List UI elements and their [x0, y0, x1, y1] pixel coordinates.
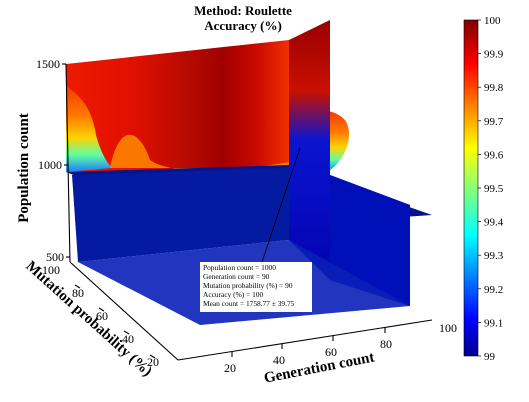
y-tick-mark — [74, 284, 81, 289]
x-tick-label: 20 — [224, 361, 236, 375]
y-tick-label: 40 — [122, 332, 134, 346]
y-tick-label: 80 — [72, 286, 84, 300]
back-slice-heat-left — [66, 86, 112, 172]
z-tick-label: 500 — [46, 250, 64, 264]
x-tick-label: 80 — [380, 337, 392, 351]
y-tick-label: 100 — [42, 263, 60, 277]
colorbar-tick-label: 99.1 — [484, 317, 503, 329]
colorbar-tick-label: 99.8 — [484, 82, 504, 94]
y-tick-label: 60 — [96, 309, 108, 323]
x-tick-label: 100 — [439, 321, 457, 335]
right-slice-front — [330, 175, 410, 306]
slice-planes — [66, 20, 432, 325]
colorbar-gradient — [463, 19, 479, 357]
colorbar-tick-label: 99.5 — [484, 183, 504, 195]
chart-title-line-2: Accuracy (%) — [204, 18, 282, 33]
z-tick-label: 1000 — [38, 158, 62, 172]
colorbar-tick-label: 99.6 — [484, 149, 504, 161]
colorbar: 99 99.1 99.2 99.3 99.4 99.5 99.6 99.7 99.8 99.9 10… — [463, 15, 504, 363]
annotation-line: Population count = 1000 — [203, 263, 276, 272]
highlight-annotation: Population count = 1000 Generation count… — [200, 147, 312, 312]
chart-title-line-1: Method: Roulette — [194, 3, 292, 18]
colorbar-tick-label: 99.7 — [484, 116, 504, 128]
annotation-line: Generation count = 90 — [203, 272, 270, 281]
axes — [62, 63, 433, 361]
annotation-line: Mean count = 1758.77 ± 39.75 — [203, 299, 295, 308]
y-axis-line — [69, 261, 179, 361]
x-tick-label: 60 — [325, 345, 337, 359]
x-axis-line — [177, 319, 433, 361]
y-tick-mark — [123, 330, 130, 335]
z-axis-label: Population count — [16, 113, 32, 223]
colorbar-tick-label: 100 — [484, 15, 501, 27]
colorbar-tick-label: 99 — [484, 351, 496, 363]
annotation-leader-line — [261, 147, 301, 263]
colorbar-tick-label: 99.9 — [484, 49, 504, 61]
colorbar-tick-label: 99.3 — [484, 250, 504, 262]
y-tick-label: 20 — [147, 355, 159, 369]
y-tick-mark — [98, 307, 105, 312]
colorbar-ticks: 99 99.1 99.2 99.3 99.4 99.5 99.6 99.7 99.8 99.9 10… — [478, 15, 504, 363]
annotation-line: Accuracy (%) = 100 — [203, 290, 263, 299]
colorbar-tick-label: 99.2 — [484, 284, 503, 296]
z-axis-line — [65, 63, 71, 263]
annotation-line: Mutation probability (%) = 90 — [203, 281, 293, 290]
back-slice-lower — [72, 168, 289, 262]
colorbar-tick-label: 99.4 — [484, 217, 504, 229]
annotation-box — [200, 262, 312, 312]
z-tick-label: 1500 — [36, 57, 60, 71]
x-tick-label: 40 — [273, 353, 285, 367]
y-tick-mark — [149, 354, 156, 359]
